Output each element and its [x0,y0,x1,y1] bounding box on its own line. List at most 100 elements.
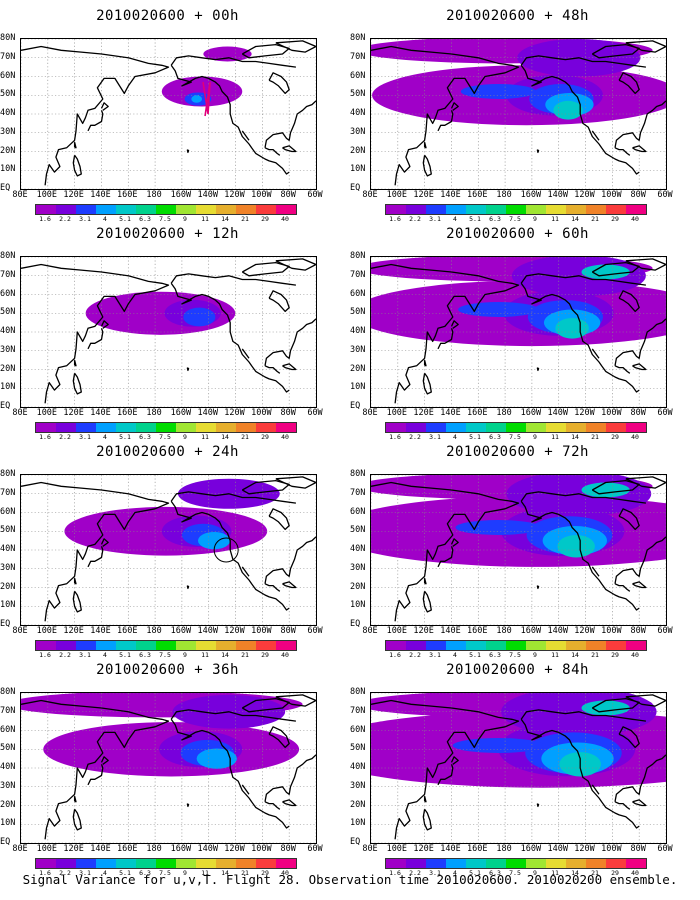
coastline [264,754,316,802]
coastline [275,258,316,271]
colorbar-tick-label: 2.2 [409,869,421,877]
lon-tick-label: 140E [90,408,111,418]
lon-tick-label: 120W [224,408,245,418]
coastline [591,43,640,59]
colorbar-tick-label: 4 [453,433,457,441]
lat-tick-label: 40N [0,762,16,772]
coastline [422,372,432,395]
coastline [450,538,459,547]
coastline [282,581,297,589]
colorbar-tick-label: 7.5 [159,215,171,223]
lon-tick-label: 100E [386,844,408,854]
colorbar-swatch [176,423,196,432]
colorbar-swatch [406,205,426,214]
colorbar-swatch [136,859,156,868]
lon-tick-label: 120W [574,408,595,418]
lat-tick-label: 40N [350,762,366,772]
lon-tick-label: 140W [197,190,218,200]
colorbar-tick-label: 21 [241,869,249,877]
colorbar-tick-label: 4 [103,215,107,223]
panel-title: 2010020600 + 00h [96,8,239,24]
colorbar-tick-label: 14 [221,651,229,659]
coastline [282,145,297,153]
colorbar-tick-label: 14 [221,433,229,441]
map-panel: 2010020600 + 72h 80N 70N 60N 50N 40N 30N 20N 10N… [350,444,685,659]
coastline [614,365,631,374]
lon-tick-label: 120W [574,190,595,200]
lat-tick-label: 30N [0,562,16,573]
verification-circle [213,537,239,563]
coastline [450,320,459,329]
colorbar-swatch [426,859,446,868]
coastline [73,141,77,149]
colorbar-swatch [176,641,196,650]
coastline [73,795,77,803]
colorbar-tick-label: 3.1 [79,433,91,441]
lat-tick-label: EQ [0,619,11,629]
colorbar-swatch [36,641,56,650]
lat-tick-label: 20N [0,363,16,374]
colorbar-swatch [426,423,446,432]
lon-tick-label: 140W [547,408,568,418]
colorbar-swatch [196,423,216,432]
coastline [72,808,82,831]
colorbar-swatch [276,205,296,214]
lon-tick-label: 160W [170,408,192,418]
lon-tick-label: 140W [547,844,568,854]
coastline [282,363,297,371]
map-panel: 2010020600 + 48h 80N 70N 60N 50N 40N 30N 20N 10N… [350,8,685,223]
lat-tick-label: 60N [350,724,366,735]
coastline [186,149,190,154]
colorbar-tick-label: 21 [241,215,249,223]
colorbar-swatch [76,205,96,214]
lon-tick-label: 160W [520,626,542,636]
signal-contour [557,535,595,558]
colorbar [385,422,647,433]
map-svg [371,693,666,843]
coastline [591,479,640,495]
map-area [20,38,317,190]
lon-tick-label: 120W [224,190,245,200]
colorbar-tick-label: 14 [571,215,579,223]
lat-tick-label: 10N [350,818,366,829]
colorbar-labels: 1.6 2.2 3.1 4 5.1 6.3 7.5 9 11 14 21 29 40 [35,651,295,659]
colorbar-tick-label: 40 [281,433,289,441]
lat-tick-label: 10N [350,164,366,175]
colorbar-labels: 1.6 2.2 3.1 4 5.1 6.3 7.5 9 11 14 21 29 40 [385,869,645,877]
lat-tick-label: 30N [350,344,366,355]
colorbar-swatch [466,859,486,868]
coastline [371,699,520,840]
lat-tick-label: 60N [0,724,16,735]
colorbar-tick-label: 21 [241,651,249,659]
coastline [21,263,170,404]
lon-tick-label: 120W [224,844,245,854]
colorbar-swatch [216,205,236,214]
coastline [536,803,540,808]
lon-tick-label: 160E [117,190,138,200]
coastline [614,583,631,592]
lat-tick-label: 50N [0,89,16,100]
map-area [370,38,667,190]
coastline [422,154,432,177]
colorbar-tick-label: 9 [533,433,537,441]
lon-tick-label: 160E [467,844,488,854]
colorbar-tick-label: 7.5 [509,869,521,877]
lon-tick-label: 60W [657,408,673,418]
colorbar-tick-label: 5.1 [119,651,131,659]
colorbar-tick-label: 3.1 [429,651,441,659]
colorbar-swatch [466,641,486,650]
coastline [614,100,666,148]
coastline [632,363,647,371]
colorbar-tick-label: 4 [103,433,107,441]
colorbar-swatch [386,205,406,214]
colorbar [35,640,297,651]
colorbar-swatch [56,205,76,214]
coastline [268,72,290,95]
coastline [536,585,540,590]
lon-tick-label: 60W [657,844,673,854]
colorbar-tick-label: 1.6 [39,215,51,223]
lat-tick-label: EQ [350,183,361,193]
lat-tick-label: 10N [0,382,16,393]
panel-title: 2010020600 + 36h [96,662,239,678]
panel-title: 2010020600 + 72h [446,444,589,460]
